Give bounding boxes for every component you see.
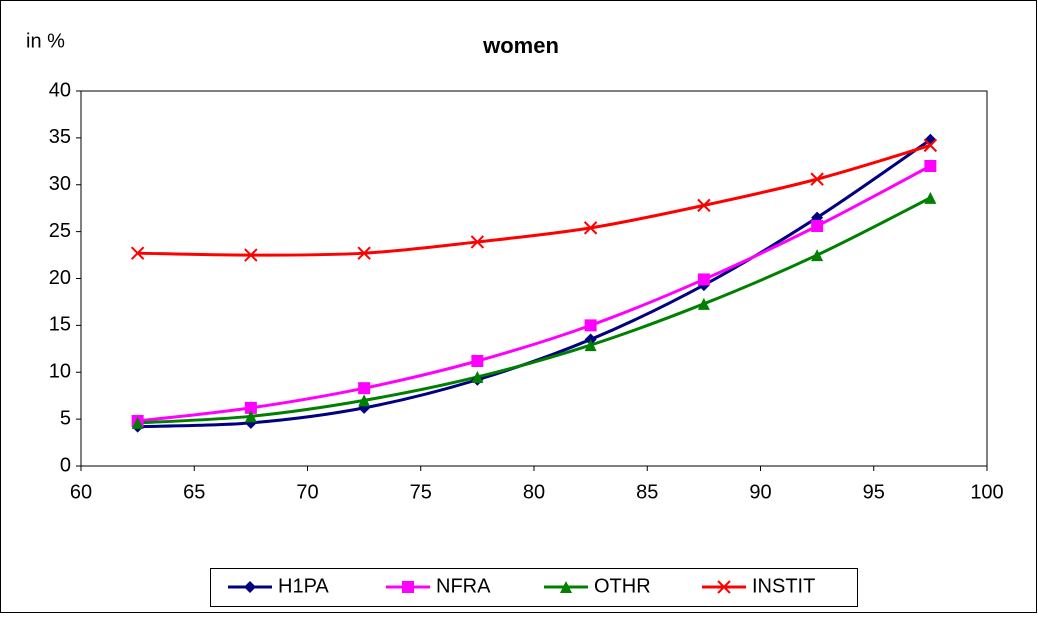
marker (811, 220, 824, 232)
marker (697, 273, 710, 286)
chart-title: women (482, 33, 559, 58)
y-tick-label: 20 (49, 267, 71, 289)
legend-marker (560, 581, 572, 593)
marker (697, 198, 711, 213)
y-tick-label: 35 (49, 126, 71, 148)
marker (471, 370, 484, 383)
y-tick-label: 30 (49, 173, 71, 195)
series-line (137, 196, 932, 425)
legend-label: INSTIT (752, 575, 815, 597)
marker (810, 172, 824, 186)
x-tick-label: 70 (296, 481, 318, 503)
marker (584, 319, 597, 332)
marker (583, 221, 598, 235)
marker (244, 410, 257, 423)
y-tick-label: 0 (60, 454, 71, 476)
legend-label: H1PA (278, 575, 329, 597)
x-tick-label: 85 (636, 481, 658, 503)
y-tick-label: 40 (49, 79, 71, 101)
y-axis-label: in % (26, 30, 65, 52)
x-tick-label: 90 (749, 481, 771, 503)
legend-label: OTHR (594, 575, 651, 597)
x-tick-label: 95 (863, 481, 885, 503)
y-tick-label: 10 (49, 361, 71, 383)
x-tick-label: 100 (970, 481, 1003, 503)
marker (811, 249, 824, 262)
marker (923, 138, 938, 153)
marker (244, 401, 257, 414)
marker (924, 191, 937, 204)
y-tick-label: 25 (49, 220, 71, 242)
marker (924, 160, 937, 172)
marker (584, 339, 597, 352)
marker (357, 246, 371, 260)
y-tick-label: 5 (60, 407, 71, 429)
marker (358, 394, 371, 407)
legend-marker (717, 580, 731, 594)
y-tick-label: 15 (49, 314, 71, 336)
legend-box (210, 568, 858, 607)
marker (358, 382, 371, 395)
marker (471, 355, 484, 367)
series-line (137, 143, 931, 257)
marker (697, 297, 710, 310)
legend-label: NFRA (436, 575, 491, 597)
marker (470, 235, 485, 249)
x-tick-label: 60 (70, 481, 92, 503)
marker (244, 248, 258, 262)
marker (130, 246, 145, 260)
series-line (137, 164, 932, 423)
legend-marker (244, 581, 256, 593)
marker (131, 416, 144, 429)
legend-marker (402, 581, 414, 593)
series-line (137, 138, 932, 429)
x-tick-label: 75 (410, 481, 432, 503)
x-tick-label: 65 (183, 481, 205, 503)
x-tick-label: 80 (523, 481, 545, 503)
